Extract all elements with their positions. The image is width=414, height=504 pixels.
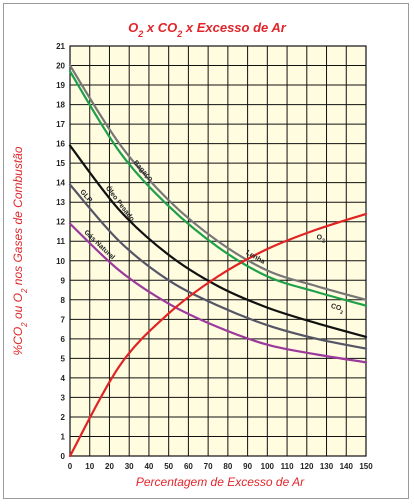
x-tick-label: 50 bbox=[164, 462, 173, 471]
y-tick-label: 20 bbox=[56, 62, 65, 71]
x-tick-label: 70 bbox=[204, 462, 213, 471]
y-axis-label: %CO2 ou O2 nos Gases de Combustão bbox=[11, 146, 29, 355]
y-tick-label: 11 bbox=[57, 237, 66, 246]
y-tick-label: 1 bbox=[61, 432, 66, 441]
y-tick-label: 3 bbox=[61, 393, 66, 402]
x-tick-label: 120 bbox=[300, 462, 314, 471]
y-tick-label: 18 bbox=[56, 101, 65, 110]
y-tick-label: 19 bbox=[56, 81, 65, 90]
series-line-gas-natural bbox=[68, 222, 368, 364]
x-tick-label: 0 bbox=[68, 462, 73, 471]
series-line-o2 bbox=[68, 212, 368, 458]
curve-label-co2: CO2 bbox=[329, 303, 345, 316]
x-tick-label: 100 bbox=[261, 462, 275, 471]
series-line-glp bbox=[68, 183, 368, 350]
x-tick-label: 20 bbox=[105, 462, 114, 471]
y-tick-label: 0 bbox=[61, 452, 66, 461]
x-tick-label: 10 bbox=[85, 462, 94, 471]
series-line-bagaco bbox=[68, 70, 368, 307]
y-tick-label: 13 bbox=[56, 198, 65, 207]
y-tick-label: 4 bbox=[61, 374, 66, 383]
x-tick-label: 130 bbox=[320, 462, 334, 471]
series-line-oleo-pesado bbox=[68, 144, 368, 338]
x-tick-label: 30 bbox=[125, 462, 134, 471]
y-tick-label: 5 bbox=[61, 354, 66, 363]
y-tick-label: 17 bbox=[56, 120, 65, 129]
plot-area: 0 10 20 30 40 50 60 70 80 90 100 110 120 130 140 150012… bbox=[56, 42, 373, 471]
chart: O2 x CO2 x Excesso de Ar %CO2 ou O2 nos … bbox=[11, 20, 373, 489]
y-tick-label: 7 bbox=[61, 315, 66, 324]
curve-label-o2: O2 bbox=[317, 235, 325, 245]
x-tick-label: 110 bbox=[281, 462, 294, 471]
plot-background bbox=[70, 46, 366, 456]
chart-title: O2 x CO2 x Excesso de Ar bbox=[128, 20, 287, 39]
series-line-lenha bbox=[68, 64, 368, 301]
x-tick-label: 80 bbox=[223, 462, 232, 471]
x-tick-label: 60 bbox=[184, 462, 193, 471]
y-tick-label: 2 bbox=[61, 413, 66, 422]
x-axis-label: Percentagem de Excesso de Ar bbox=[136, 475, 305, 489]
plot-border bbox=[69, 45, 367, 457]
y-tick-label: 8 bbox=[61, 296, 66, 305]
y-tick-label: 14 bbox=[56, 179, 65, 188]
y-tick-label: 15 bbox=[56, 159, 65, 168]
x-tick-label: 40 bbox=[144, 462, 153, 471]
y-tick-label: 21 bbox=[56, 42, 65, 51]
x-tick-label: 150 bbox=[359, 462, 373, 471]
chart-frame: O2 x CO2 x Excesso de Ar %CO2 ou O2 nos … bbox=[3, 3, 409, 499]
x-tick-label: 140 bbox=[340, 462, 354, 471]
y-tick-label: 12 bbox=[56, 218, 65, 227]
y-tick-label: 6 bbox=[61, 335, 66, 344]
x-tick-label: 90 bbox=[243, 462, 252, 471]
y-tick-label: 9 bbox=[61, 276, 66, 285]
y-tick-label: 10 bbox=[56, 257, 65, 266]
y-tick-label: 16 bbox=[56, 140, 65, 149]
